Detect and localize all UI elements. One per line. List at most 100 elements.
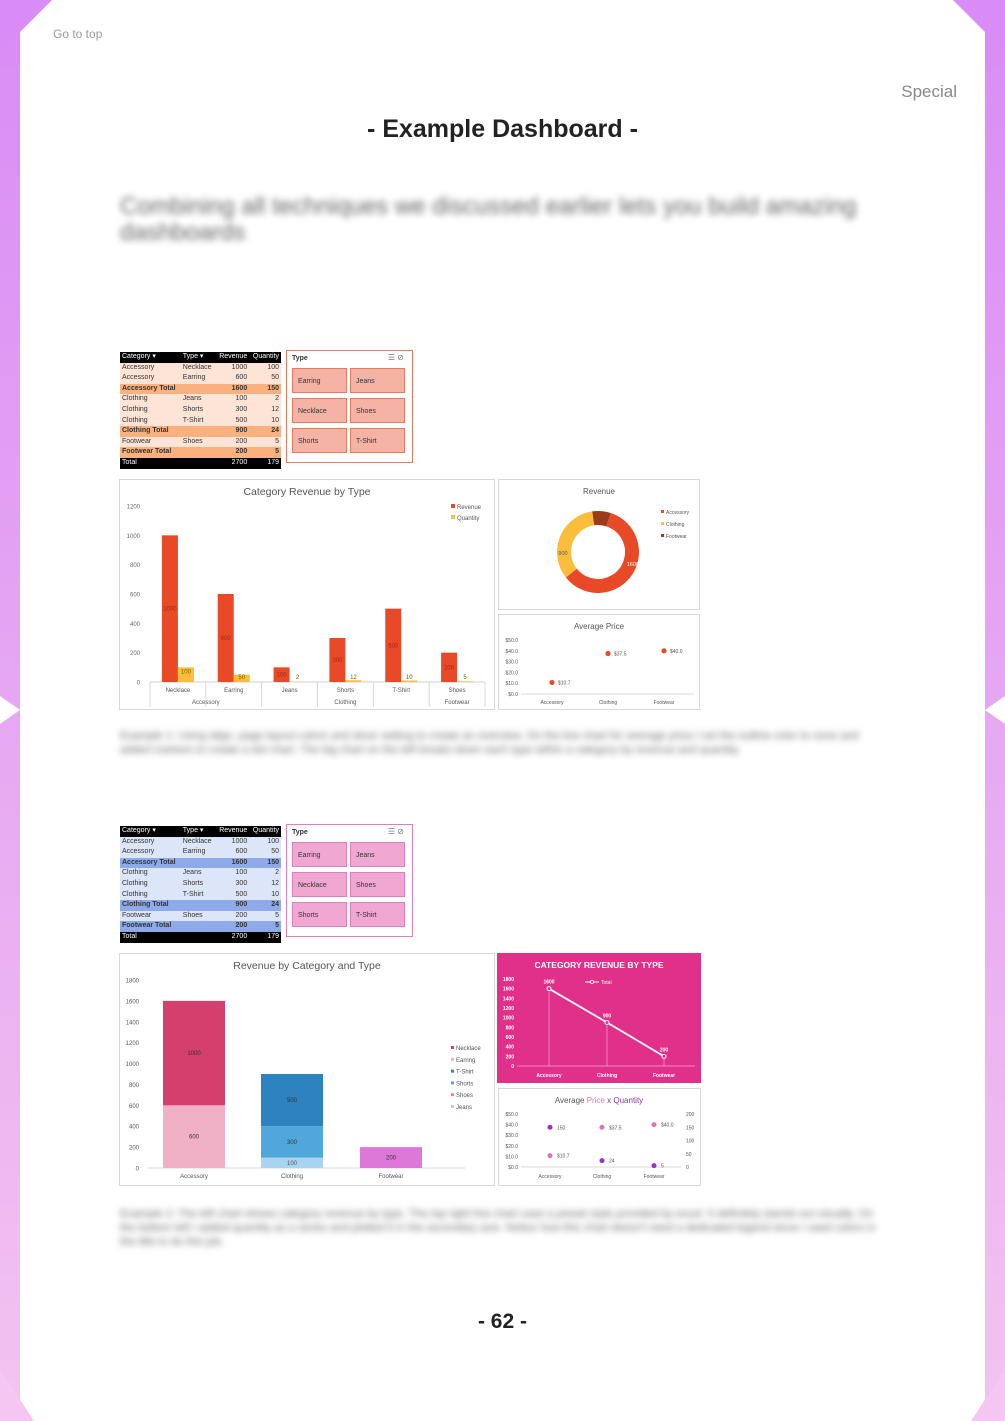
pivot-cell: 2 [249, 868, 281, 879]
pivot-cell [180, 447, 216, 458]
bar-quantity-necklace [177, 667, 194, 682]
pivot-table-1: Category ▾ Type ▾ Revenue Quantity Accessory… [120, 352, 281, 469]
legend-label: Quantity [457, 516, 479, 522]
bar-quantity-earring [233, 674, 250, 682]
slicer-item-t-shirt[interactable]: T-Shirt [350, 428, 405, 453]
pivot-cell: Footwear [120, 436, 181, 448]
data-label: 1000 [187, 1051, 201, 1057]
pivot-cell [180, 426, 216, 437]
data-label: 300 [287, 1140, 298, 1146]
data-label: 200 [444, 665, 455, 671]
type-slicer-2[interactable]: Type ☰ ⊘ Earring Jeans Necklace Shoes Shorts T-… [286, 824, 413, 937]
pivot-header-cell[interactable]: Category ▾ [120, 826, 181, 837]
pivot-cell: 100 [215, 394, 250, 405]
y-tick-label: 400 [506, 1045, 515, 1051]
data-label: $37.5 [614, 652, 627, 658]
y-tick-label: 1000 [503, 1016, 514, 1022]
point-accessory [549, 679, 555, 686]
y-tick-label: 200 [130, 651, 141, 657]
pivot-cell: 2700 [215, 457, 250, 469]
x-tick-label: Accessory [538, 1174, 562, 1180]
pivot-cell: 1000 [215, 362, 250, 374]
bar-quantity-shoes [457, 681, 474, 682]
data-label: 12 [350, 675, 357, 681]
title-part: Average [555, 1096, 587, 1105]
border-notch-left [0, 696, 20, 724]
y-tick-label: 0 [137, 681, 141, 687]
y2-tick-label: 200 [686, 1112, 695, 1118]
y-tick-label: 0 [136, 1167, 140, 1173]
x-tick-label: Shorts [337, 688, 354, 694]
slicer-item-shorts[interactable]: Shorts [292, 428, 347, 453]
data-label: 5 [463, 675, 467, 681]
bar-jeans [261, 1157, 323, 1168]
pivot-cell: Clothing [120, 415, 181, 427]
y-tick-label: 1800 [503, 977, 514, 983]
data-label: $37.5 [609, 1125, 622, 1131]
pivot-row: Accessory Earring 600 50 [120, 373, 281, 384]
chart-title: Revenue by Category and Type [233, 960, 381, 972]
x-tick-label: Clothing [281, 1174, 303, 1180]
y-tick-label: 0 [511, 1064, 514, 1070]
slicer-item-shorts[interactable]: Shorts [292, 902, 347, 927]
page-number: - 62 - [477, 1310, 527, 1333]
pivot-row: Clothing Shorts 300 12 [120, 404, 281, 416]
pivot-header-row: Category ▾ Type ▾ Revenue Quantity [120, 352, 281, 363]
slicer-item-shoes[interactable]: Shoes [350, 872, 405, 897]
point-price-accessory [547, 1153, 553, 1159]
pivot-cell: Footwear Total [120, 921, 181, 932]
slicer-item-necklace[interactable]: Necklace [292, 398, 347, 423]
slicer-item-earring[interactable]: Earring [292, 368, 347, 393]
legend-swatch [451, 1093, 454, 1097]
y-tick-label: $40.0 [505, 649, 518, 655]
slicer-item-jeans[interactable]: Jeans [350, 842, 405, 867]
pivot-cell: 10 [249, 415, 281, 427]
slicer-item-t-shirt[interactable]: T-Shirt [350, 902, 405, 927]
slicer-multiselect-clear-icon[interactable]: ☰ ⊘ [387, 353, 404, 362]
chart-average-price: Average Price $0.0 $10.0 $20.0 $30.0 $40.0 $50… [498, 614, 700, 710]
y-tick-label: 600 [130, 593, 141, 599]
slicer-title: Type [292, 829, 308, 836]
y-tick-label: 1200 [126, 1041, 140, 1047]
y2-tick-label: 150 [686, 1125, 695, 1131]
go-to-top-link[interactable]: Go to top [53, 27, 103, 41]
data-label: 200 [386, 1156, 397, 1162]
y-tick-label: $40.0 [505, 1123, 518, 1129]
bar-shorts [261, 1126, 323, 1158]
slicer-item-earring[interactable]: Earring [292, 842, 347, 867]
pivot-cell: Shorts [180, 404, 216, 416]
slicer-item-necklace[interactable]: Necklace [292, 872, 347, 897]
pivot-cell: 2 [249, 394, 281, 405]
pivot-cell: 200 [215, 910, 250, 922]
pivot-header-cell: Revenue [215, 352, 250, 363]
pivot-grand-total-row: Total 2700 179 [120, 931, 281, 943]
pivot-header-cell[interactable]: Type ▾ [180, 826, 216, 837]
pivot-row: Clothing T-Shirt 500 10 [120, 889, 281, 901]
y2-tick-label: 0 [686, 1165, 689, 1171]
slicer-multiselect-clear-icon[interactable]: ☰ ⊘ [387, 827, 404, 836]
group-label: Accessory [192, 700, 220, 706]
y-tick-label: 600 [506, 1035, 515, 1041]
pivot-cell: 12 [249, 878, 281, 890]
slicer-item-jeans[interactable]: Jeans [350, 368, 405, 393]
legend-swatch [451, 1069, 454, 1073]
pivot-header-cell[interactable]: Type ▾ [180, 352, 216, 363]
data-label: 150 [557, 1125, 566, 1131]
pivot-cell: 100 [249, 362, 281, 374]
pivot-header-cell[interactable]: Category ▾ [120, 352, 181, 363]
corner-bottom-left [0, 1369, 34, 1421]
slicer-item-shoes[interactable]: Shoes [350, 398, 405, 423]
y-tick-label: $10.0 [505, 681, 518, 687]
pivot-cell: 500 [215, 889, 250, 901]
chart-revenue-by-category-and-type: Revenue by Category and Type 0 200 400 600 80… [119, 953, 495, 1186]
legend-swatch [661, 522, 664, 525]
pivot-cell: 500 [215, 415, 250, 427]
x-tick-label: Accessory [536, 1073, 562, 1079]
y-tick-label: 800 [129, 1083, 140, 1089]
pivot-header-cell: Revenue [215, 826, 250, 837]
pivot-row: Clothing Shorts 300 12 [120, 878, 281, 890]
pivot-cell: Accessory [120, 362, 181, 374]
type-slicer-1[interactable]: Type ☰ ⊘ Earring Jeans Necklace Shoes Shorts T-… [286, 350, 413, 463]
pivot-subtotal-row: Accessory Total 1600 150 [120, 857, 281, 869]
pivot-grand-total-row: Total 2700 179 [120, 457, 281, 469]
